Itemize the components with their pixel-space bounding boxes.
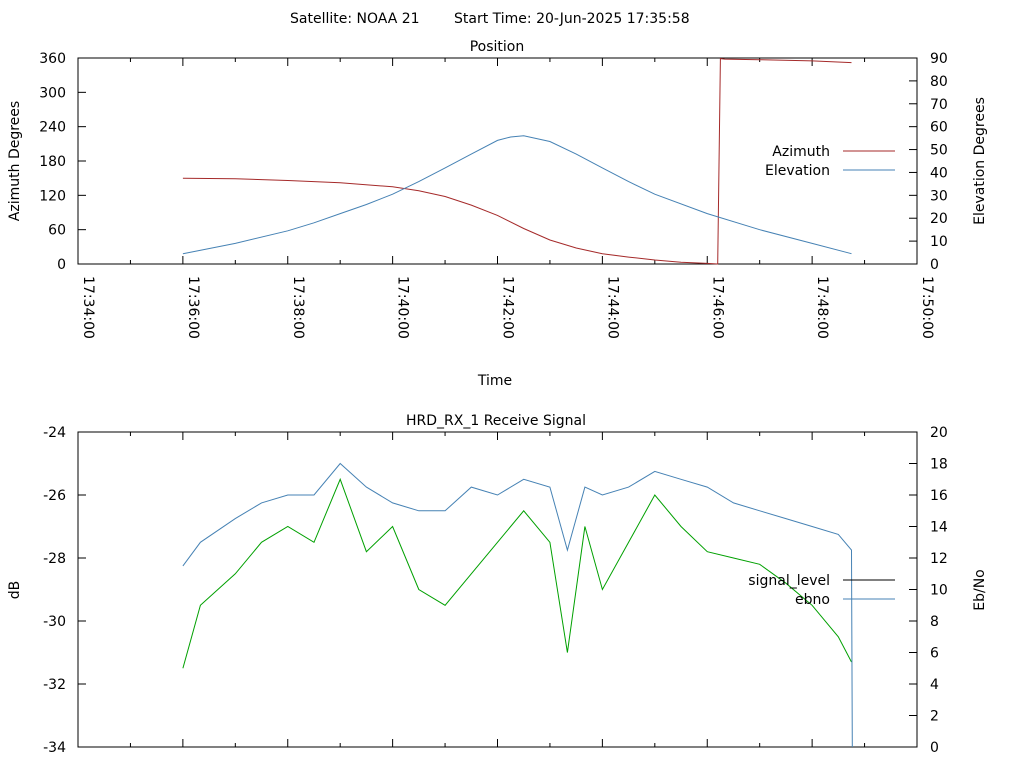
- y-tick-label: 240: [39, 120, 66, 136]
- position-chart: Position Azimuth Degrees Elevation Degre…: [7, 39, 988, 389]
- y2-tick-label: 18: [930, 457, 948, 473]
- legend-label-ebno: ebno: [795, 592, 830, 608]
- y-tick-label: -26: [43, 488, 66, 504]
- y-tick-label: -34: [43, 740, 66, 756]
- y2-tick-label: 8: [930, 614, 939, 630]
- position-chart-title: Position: [470, 39, 525, 55]
- signal-plot-frame: [77, 431, 918, 748]
- y-tick-label: -28: [43, 551, 66, 567]
- x-tick-label: 17:40:00: [395, 276, 411, 339]
- position-y-axis-label: Azimuth Degrees: [7, 101, 23, 221]
- legend-label-azimuth: Azimuth: [772, 144, 830, 160]
- x-tick-label: 17:46:00: [709, 276, 725, 339]
- x-tick-label: 17:42:00: [500, 276, 516, 339]
- start-time-title: Start Time: 20-Jun-2025 17:35:58: [454, 11, 690, 27]
- y-tick-label: 180: [39, 154, 66, 170]
- position-x-axis-label: Time: [477, 373, 512, 389]
- y2-tick-label: 90: [930, 51, 948, 67]
- x-tick-label: 17:38:00: [290, 276, 306, 339]
- position-y2-axis-label: Elevation Degrees: [972, 97, 988, 225]
- y2-tick-label: 30: [930, 188, 948, 204]
- legend-label-signal-level: signal_level: [748, 573, 830, 589]
- series-line-elevation: [182, 135, 852, 255]
- y2-tick-label: 40: [930, 165, 948, 181]
- y-tick-label: -24: [43, 425, 66, 441]
- y2-tick-label: 0: [930, 257, 939, 273]
- y2-tick-label: 80: [930, 74, 948, 90]
- y2-tick-label: 4: [930, 677, 939, 693]
- y-tick-label: 0: [57, 257, 66, 273]
- y2-tick-label: 50: [930, 143, 948, 159]
- y2-tick-label: 10: [930, 583, 948, 599]
- y-tick-label: -32: [43, 677, 66, 693]
- legend-label-elevation: Elevation: [765, 163, 830, 179]
- y-tick-label: -30: [43, 614, 66, 630]
- receive-signal-chart: HRD_RX_1 Receive Signal dB Eb/No -24 -26 -…: [7, 413, 988, 756]
- y2-tick-label: 14: [930, 520, 948, 536]
- y2-tick-label: 0: [930, 740, 939, 756]
- y2-tick-label: 16: [930, 488, 948, 504]
- y2-tick-label: 12: [930, 551, 948, 567]
- x-tick-label: 17:36:00: [185, 276, 201, 339]
- satellite-title: Satellite: NOAA 21: [290, 11, 420, 27]
- y2-tick-label: 60: [930, 120, 948, 136]
- signal-legend: signal_level ebno: [748, 573, 895, 608]
- signal-y2-axis-label: Eb/No: [972, 569, 988, 611]
- y-tick-label: 120: [39, 188, 66, 204]
- signal-chart-title: HRD_RX_1 Receive Signal: [406, 413, 586, 429]
- position-plot-frame: [77, 57, 918, 265]
- y2-tick-label: 6: [930, 646, 939, 662]
- x-tick-label: 17:44:00: [604, 276, 620, 339]
- series-line-ebno: [182, 462, 853, 748]
- y2-tick-label: 70: [930, 97, 948, 113]
- x-tick-label: 17:34:00: [80, 276, 96, 339]
- y-tick-label: 360: [39, 51, 66, 67]
- series-line-azimuth: [182, 58, 852, 265]
- y2-tick-label: 2: [930, 709, 939, 725]
- y2-tick-label: 10: [930, 234, 948, 250]
- signal-y-axis-label: dB: [7, 581, 23, 600]
- y-tick-label: 60: [48, 223, 66, 239]
- position-legend: Azimuth Elevation: [765, 144, 895, 179]
- y2-tick-label: 20: [930, 211, 948, 227]
- y2-tick-label: 20: [930, 425, 948, 441]
- series-line-signal-level: [182, 477, 852, 669]
- x-tick-label: 17:50:00: [919, 276, 935, 339]
- y-tick-label: 300: [39, 85, 66, 101]
- x-tick-label: 17:48:00: [814, 276, 830, 339]
